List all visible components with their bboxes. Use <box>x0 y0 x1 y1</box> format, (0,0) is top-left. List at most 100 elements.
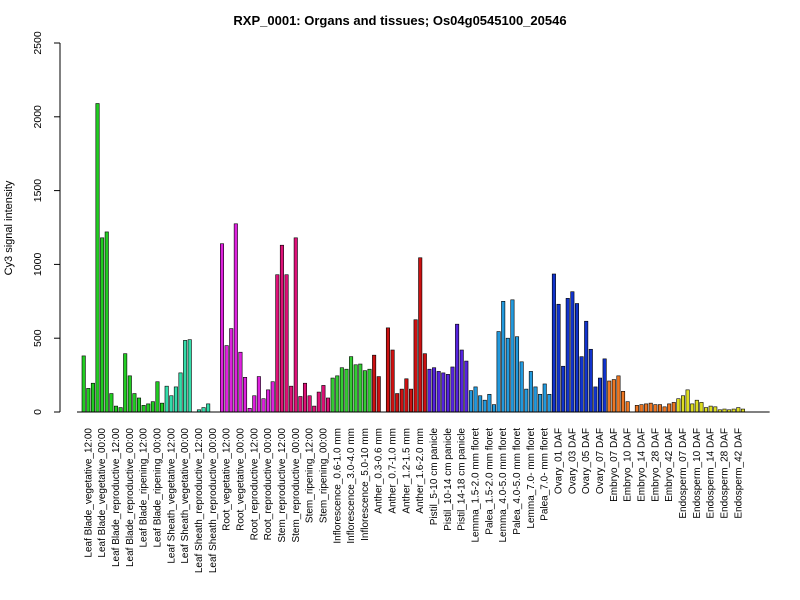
bar <box>598 377 603 413</box>
bar <box>634 405 639 413</box>
bar <box>279 244 284 413</box>
x-tick-label: Endosperm_07 DAF <box>678 428 689 519</box>
bar <box>432 367 437 413</box>
x-tick-label: Embryo_10 DAF <box>623 428 634 502</box>
bar <box>593 386 598 413</box>
bar <box>316 391 321 413</box>
bar <box>238 351 243 413</box>
bar <box>409 388 414 413</box>
x-tick-label: Leaf Sheath_reproductive_00:00 <box>208 428 219 574</box>
bar <box>187 339 192 413</box>
bar <box>390 349 395 413</box>
x-tick-label: Lemma_1.5-2.0 mm floret <box>471 428 482 543</box>
bar <box>487 393 492 413</box>
bar <box>533 386 538 413</box>
y-axis: 0 500 1000 1500 2000 2500 <box>32 31 61 415</box>
bar <box>266 389 271 413</box>
bar <box>284 274 289 413</box>
bar <box>491 404 496 413</box>
chart-title: RXP_0001: Organs and tissues; Os04g05451… <box>233 13 566 28</box>
bar <box>441 372 446 413</box>
bar <box>528 371 533 413</box>
bar <box>625 401 630 413</box>
x-tick-label: Root_vegetative_12:00 <box>222 428 233 531</box>
x-tick-label: Endosperm_42 DAF <box>733 428 744 519</box>
bars <box>81 103 745 413</box>
x-tick-label: Pistil_14-18 cm panicle <box>457 428 468 531</box>
x-tick-label: Root_reproductive_12:00 <box>249 428 260 541</box>
bar <box>141 405 146 413</box>
bar <box>307 395 312 413</box>
x-tick-label: Lemma_7.0- mm floret <box>526 428 537 529</box>
x-tick-label: Stem_reproductive_00:00 <box>291 428 302 543</box>
bar <box>736 407 741 413</box>
x-tick-label: Ovary_03 DAF <box>567 428 578 494</box>
bar <box>468 390 473 413</box>
x-tick-label: Anther_0.7-1.0 mm <box>388 428 399 514</box>
bar <box>653 404 658 413</box>
bar <box>561 365 566 413</box>
bar <box>169 395 174 413</box>
bar <box>542 383 547 413</box>
bar <box>362 370 367 413</box>
bar <box>505 337 510 413</box>
bar <box>261 398 266 413</box>
bar <box>395 393 400 413</box>
bar <box>173 386 178 413</box>
bar <box>220 243 225 413</box>
bar <box>164 385 169 413</box>
bar <box>233 223 238 413</box>
bar <box>137 397 142 413</box>
bar <box>104 231 109 413</box>
bar <box>252 395 257 413</box>
x-tick-label: Inflorescence_3.0-4.0 mm <box>346 428 357 544</box>
bar <box>667 403 672 413</box>
bar <box>464 360 469 413</box>
x-tick-label: Leaf Blade_ripening_12:00 <box>139 428 150 548</box>
bar <box>118 407 123 413</box>
y-tick-label: 1000 <box>32 253 44 277</box>
bar <box>256 376 261 413</box>
x-tick-label: Root_vegetative_00:00 <box>235 428 246 531</box>
bar <box>588 348 593 413</box>
bar <box>385 327 390 413</box>
bar <box>501 300 506 413</box>
bar <box>574 303 579 413</box>
bar <box>155 381 160 413</box>
x-tick-label: Leaf Sheath_reproductive_12:00 <box>194 428 205 574</box>
bar <box>100 237 105 413</box>
bar <box>123 353 128 413</box>
x-tick-label: Leaf Blade_reproductive_12:00 <box>111 428 122 567</box>
bar <box>648 402 653 413</box>
bar <box>349 356 354 413</box>
y-tick-label: 500 <box>32 329 44 347</box>
x-tick-label: Stem_ripening_00:00 <box>318 428 329 524</box>
bar <box>584 320 589 413</box>
bar <box>132 393 137 413</box>
bar <box>422 353 427 413</box>
x-tick-label: Inflorescence_0.6-1.0 mm <box>332 428 343 544</box>
bar <box>413 319 418 413</box>
x-tick-label: Stem_reproductive_12:00 <box>277 428 288 543</box>
bar <box>455 323 460 413</box>
bar <box>109 393 114 413</box>
bar <box>478 395 483 413</box>
bar <box>704 407 709 413</box>
x-tick-label: Endosperm_14 DAF <box>706 428 717 519</box>
x-tick-label: Endosperm_10 DAF <box>692 428 703 519</box>
bar <box>298 396 303 413</box>
x-tick-label: Leaf Blade_ripening_00:00 <box>152 428 163 548</box>
bar <box>335 375 340 413</box>
bar <box>321 385 326 413</box>
bar <box>150 401 155 413</box>
bar <box>538 393 543 413</box>
bar <box>404 378 409 413</box>
bar <box>676 398 681 413</box>
bar <box>95 103 100 413</box>
bar <box>547 393 552 413</box>
x-tick-label: Leaf Blade_vegetative_12:00 <box>83 428 94 558</box>
x-tick-label: Root_reproductive_00:00 <box>263 428 274 541</box>
bar <box>275 274 280 413</box>
bar <box>699 402 704 413</box>
